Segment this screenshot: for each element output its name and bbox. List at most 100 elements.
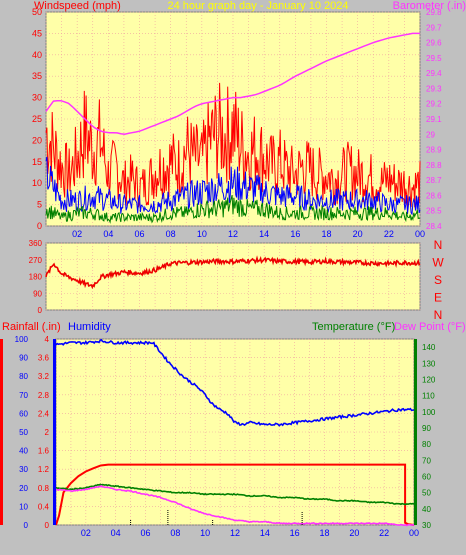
barometer-axis: 28.4 28.5 28.6 28.7 28.8 28.9 29 29.1 29.2 29.3 29… xyxy=(426,8,442,231)
humidity-tick-label: 10 xyxy=(19,502,28,511)
rainfall-tick-label: 2.8 xyxy=(38,391,50,400)
time-tick-label: 14 xyxy=(260,528,270,538)
rainfall-tick-label: 2 xyxy=(45,428,50,437)
rainfall-tick-label: 1.6 xyxy=(38,447,50,456)
direction-tick-label: 270 xyxy=(29,256,43,265)
lower-grid xyxy=(55,338,415,526)
time-tick-label: 18 xyxy=(319,528,329,538)
time-tick-label: 06 xyxy=(134,229,144,239)
humidity-tick-label: 20 xyxy=(19,484,28,493)
rainfall-tick-label: 0.4 xyxy=(38,502,50,511)
barometer-tick-label: 29.6 xyxy=(426,39,442,48)
wind-time-axis: 02 04 06 08 10 12 14 16 18 20 22 00 xyxy=(72,229,425,239)
series-line-1 xyxy=(45,156,421,216)
barometer-axis-title: Barometer (.in) xyxy=(393,0,466,12)
temperature-legend: Temperature (°F) xyxy=(312,321,395,333)
compass-label: E xyxy=(434,291,442,305)
time-tick-label: 00 xyxy=(415,229,425,239)
series-line-3 xyxy=(45,32,420,135)
compass-label: W xyxy=(432,256,444,270)
windspeed-tick-label: 30 xyxy=(32,93,42,103)
time-tick-label: 18 xyxy=(321,229,331,239)
windspeed-tick-label: 35 xyxy=(32,71,42,81)
time-tick-label: 12 xyxy=(230,528,240,538)
humidity-axis: 0 10 20 30 40 50 60 70 80 90 100 xyxy=(15,335,29,530)
rainfall-axis-bar xyxy=(0,339,3,525)
direction-tick-label: 180 xyxy=(29,273,43,282)
rainfall-tick-label: 4 xyxy=(45,335,50,344)
lower-series-line-2 xyxy=(55,483,415,506)
direction-tick-label: 360 xyxy=(29,239,43,248)
time-tick-label: 12 xyxy=(228,229,238,239)
windspeed-tick-label: 50 xyxy=(32,7,42,17)
temperature-tick-label: 90 xyxy=(422,424,431,433)
temperature-axis-bar xyxy=(414,339,417,525)
wind-direction-line xyxy=(45,255,421,290)
time-tick-label: 22 xyxy=(384,229,394,239)
rainfall-legend: Rainfall (.in) xyxy=(2,321,61,333)
time-tick-label: 08 xyxy=(170,528,180,538)
rainfall-axis: 0 0.4 0.8 1.2 1.6 2 2.4 2.8 3.2 3.6 4 xyxy=(38,335,50,530)
lower-series xyxy=(55,338,415,527)
dew-point-legend: Dew Point (°F) xyxy=(394,321,466,333)
rainfall-tick-label: 3.6 xyxy=(38,354,50,363)
direction-tick-label: 0 xyxy=(38,306,43,315)
lower-markers xyxy=(130,509,303,525)
barometer-tick-label: 29.3 xyxy=(426,84,442,93)
temperature-tick-label: 70 xyxy=(422,456,431,465)
barometer-tick-label: 28.9 xyxy=(426,146,442,155)
humidity-tick-label: 30 xyxy=(19,465,28,474)
compass-label: S xyxy=(434,273,442,287)
time-tick-label: 00 xyxy=(409,528,419,538)
time-tick-label: 16 xyxy=(290,528,300,538)
humidity-tick-label: 50 xyxy=(19,428,28,437)
barometer-tick-label: 28.5 xyxy=(426,207,442,216)
compass-label: N xyxy=(434,238,443,252)
direction-tick-label: 90 xyxy=(33,289,42,298)
time-tick-label: 20 xyxy=(353,229,363,239)
time-tick-label: 02 xyxy=(81,528,91,538)
barometer-tick-label: 29.7 xyxy=(426,23,442,32)
time-tick-label: 06 xyxy=(140,528,150,538)
humidity-tick-label: 100 xyxy=(15,335,29,344)
direction-degree-axis: 0 90 180 270 360 xyxy=(29,239,43,315)
series-line-0 xyxy=(45,82,421,208)
temperature-tick-label: 110 xyxy=(422,392,435,401)
rainfall-tick-label: 3.2 xyxy=(38,372,50,381)
time-tick-label: 20 xyxy=(349,528,359,538)
time-tick-label: 10 xyxy=(200,528,210,538)
barometer-tick-label: 29.8 xyxy=(426,8,442,17)
chart-title: 24 hour graph day - January 10 2024 xyxy=(167,0,348,12)
temperature-tick-label: 100 xyxy=(422,408,436,417)
barometer-tick-label: 29 xyxy=(426,130,435,139)
time-tick-label: 22 xyxy=(379,528,389,538)
time-tick-label: 02 xyxy=(72,229,82,239)
barometer-tick-label: 29.5 xyxy=(426,54,442,63)
barometer-tick-label: 28.8 xyxy=(426,161,442,170)
rainfall-tick-label: 1.2 xyxy=(38,465,50,474)
humidity-axis-bar xyxy=(53,339,56,525)
lower-series-line-1 xyxy=(55,338,415,427)
windspeed-tick-label: 5 xyxy=(37,200,42,210)
temperature-tick-label: 140 xyxy=(422,343,436,352)
windspeed-axis-title: Windspeed (mph) xyxy=(34,0,121,12)
time-tick-label: 16 xyxy=(290,229,300,239)
time-tick-label: 14 xyxy=(259,229,269,239)
windspeed-tick-label: 45 xyxy=(32,28,42,38)
temperature-tick-label: 30 xyxy=(422,521,431,530)
barometer-tick-label: 28.6 xyxy=(426,191,442,200)
windspeed-tick-label: 10 xyxy=(32,178,42,188)
temperature-tick-label: 120 xyxy=(422,375,436,384)
humidity-tick-label: 90 xyxy=(19,354,28,363)
humidity-tick-label: 70 xyxy=(19,391,28,400)
temperature-axis: 30 40 50 60 70 80 90 100 110 120 130 140 xyxy=(422,343,436,530)
windspeed-tick-label: 0 xyxy=(37,221,42,231)
temperature-tick-label: 40 xyxy=(422,505,431,514)
series-line-2 xyxy=(45,194,421,224)
windspeed-axis: 0 5 10 15 20 25 30 35 40 45 50 xyxy=(32,7,42,231)
humidity-tick-label: 40 xyxy=(19,447,28,456)
humidity-tick-label: 0 xyxy=(24,521,29,530)
time-tick-label: 04 xyxy=(103,229,113,239)
temperature-tick-label: 80 xyxy=(422,440,431,449)
